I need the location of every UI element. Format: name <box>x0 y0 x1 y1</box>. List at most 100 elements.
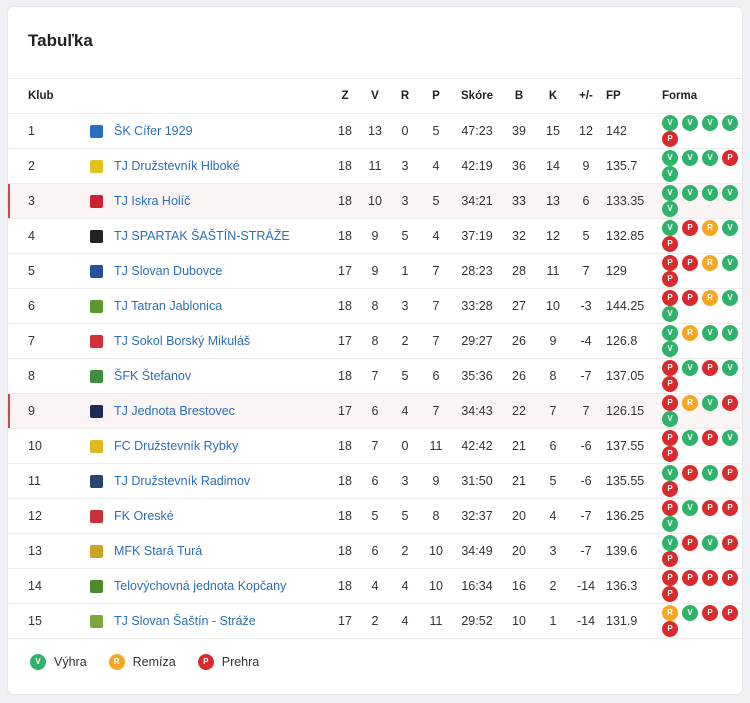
row-rank: 5 <box>8 253 80 289</box>
club-link[interactable]: TJ Slovan Šaštín - Stráže <box>114 614 256 628</box>
club-logo-cell <box>80 463 112 499</box>
table-row[interactable]: 14 Telovýchovná jednota Kopčany 18 4 4 10 16:3… <box>8 568 742 604</box>
row-rank: 2 <box>8 148 80 184</box>
fp-value: 135.7 <box>602 148 648 184</box>
club-link[interactable]: ŠFK Štefanov <box>114 369 192 383</box>
goal-diff: 12 <box>570 113 602 149</box>
club-logo-cell <box>80 253 112 289</box>
table-row[interactable]: 7 TJ Sokol Borský Mikuláš 17 8 2 7 29:27 26 9 -4 1… <box>8 323 742 359</box>
draws: 4 <box>390 393 420 429</box>
goal-diff: 9 <box>570 148 602 184</box>
table-row[interactable]: 5 TJ Slovan Dubovce 17 9 1 7 28:23 28 11 7 129 P P R V… <box>8 253 742 289</box>
club-logo-cell <box>80 183 112 219</box>
fp-value: 131.9 <box>602 603 648 639</box>
club-logo-icon <box>89 230 103 244</box>
losses: 5 <box>420 183 452 219</box>
club-link[interactable]: TJ Družstevník Radimov <box>114 474 251 488</box>
fp-value: 142 <box>602 113 648 149</box>
score: 34:21 <box>452 183 502 219</box>
form-badge: P <box>682 255 698 271</box>
club-logo-icon <box>89 195 103 209</box>
k-value: 1 <box>536 603 570 639</box>
points: 26 <box>502 358 536 394</box>
club-cell: ŠK Cífer 1929 <box>112 113 330 149</box>
club-link[interactable]: Telovýchovná jednota Kopčany <box>114 579 287 593</box>
club-link[interactable]: TJ Slovan Dubovce <box>114 264 223 278</box>
club-logo-cell <box>80 603 112 639</box>
club-logo-cell <box>80 533 112 569</box>
table-row[interactable]: 13 MFK Stará Turá 18 6 2 10 34:49 20 3 -7 139.6 V P V… <box>8 533 742 569</box>
score: 35:36 <box>452 358 502 394</box>
form-badge: V <box>722 360 738 376</box>
table-row[interactable]: 8 ŠFK Štefanov 18 7 5 6 35:36 26 8 -7 137.05 P V P VP <box>8 358 742 394</box>
club-logo-cell <box>80 568 112 604</box>
points: 26 <box>502 323 536 359</box>
goal-diff: -6 <box>570 428 602 464</box>
club-link[interactable]: ŠK Cífer 1929 <box>114 124 193 138</box>
club-logo-icon <box>89 510 103 524</box>
losses: 8 <box>420 498 452 534</box>
losses: 4 <box>420 218 452 254</box>
draws: 3 <box>390 183 420 219</box>
club-link[interactable]: TJ Jednota Brestovec <box>114 404 235 418</box>
form-badge: P <box>682 220 698 236</box>
club-link[interactable]: TJ SPARTAK ŠAŠTÍN-STRÁŽE <box>114 229 290 243</box>
form-cell: V P V PP <box>648 533 742 569</box>
form-cell: P V P PV <box>648 498 742 534</box>
club-link[interactable]: TJ Sokol Borský Mikuláš <box>114 334 251 348</box>
club-logo-cell <box>80 288 112 324</box>
played: 18 <box>330 428 360 464</box>
row-rank: 10 <box>8 428 80 464</box>
goal-diff: -7 <box>570 358 602 394</box>
table-row[interactable]: 4 TJ SPARTAK ŠAŠTÍN-STRÁŽE 18 9 5 4 37:19 32 12 5… <box>8 218 742 254</box>
form-badge: V <box>682 430 698 446</box>
table-row[interactable]: 15 TJ Slovan Šaštín - Stráže 17 2 4 11 29:52 10… <box>8 603 742 639</box>
form-badge: P <box>722 535 738 551</box>
legend-label: Remíza <box>132 655 176 669</box>
wins: 8 <box>360 323 390 359</box>
table-row[interactable]: 11 TJ Družstevník Radimov 18 6 3 9 31:50 21 5 -6 1… <box>8 463 742 499</box>
score: 34:43 <box>452 393 502 429</box>
table-row[interactable]: 3 TJ Iskra Holíč 18 10 3 5 34:21 33 13 6 133.35 V V V… <box>8 183 742 219</box>
form-badge: V <box>662 325 678 341</box>
points: 21 <box>502 463 536 499</box>
form-badge: P <box>722 570 738 586</box>
goal-diff: -14 <box>570 568 602 604</box>
losses: 4 <box>420 148 452 184</box>
table-row[interactable]: 2 TJ Družstevník Hlboké 18 11 3 4 42:19 36 14 9 13… <box>8 148 742 184</box>
club-link[interactable]: TJ Tatran Jablonica <box>114 299 223 313</box>
club-link[interactable]: FK Oreské <box>114 509 174 523</box>
header-fp: FP <box>602 78 648 114</box>
wins: 7 <box>360 358 390 394</box>
played: 17 <box>330 393 360 429</box>
form-badge: P <box>662 236 678 252</box>
wins: 6 <box>360 533 390 569</box>
club-cell: FC Družstevník Rybky <box>112 428 330 464</box>
header-logo <box>80 78 112 114</box>
legend-item: V Výhra <box>30 654 87 670</box>
goal-diff: -7 <box>570 533 602 569</box>
table-row[interactable]: 6 TJ Tatran Jablonica 18 8 3 7 33:28 27 10 -3 144.… <box>8 288 742 324</box>
row-rank: 13 <box>8 533 80 569</box>
score: 32:37 <box>452 498 502 534</box>
club-link[interactable]: TJ Družstevník Hlboké <box>114 159 240 173</box>
row-rank: 9 <box>8 393 80 429</box>
table-row[interactable]: 10 FC Družstevník Rybky 18 7 0 11 42:42 21 6 -6 13… <box>8 428 742 464</box>
header-wins: V <box>360 78 390 114</box>
table-row[interactable]: 9 TJ Jednota Brestovec 17 6 4 7 34:43 22 7 7 126.1… <box>8 393 742 429</box>
club-link[interactable]: FC Družstevník Rybky <box>114 439 239 453</box>
club-cell: TJ Slovan Dubovce <box>112 253 330 289</box>
club-link[interactable]: TJ Iskra Holíč <box>114 194 191 208</box>
form-badge: P <box>702 605 718 621</box>
draws: 4 <box>390 603 420 639</box>
club-link[interactable]: MFK Stará Turá <box>114 544 203 558</box>
form-badge: P <box>682 290 698 306</box>
form-badge: P <box>662 500 678 516</box>
table-row[interactable]: 1 ŠK Cífer 1929 18 13 0 5 47:23 39 15 12 142 V V V VP <box>8 113 742 149</box>
k-value: 5 <box>536 463 570 499</box>
score: 16:34 <box>452 568 502 604</box>
form-badge: P <box>702 570 718 586</box>
k-value: 11 <box>536 253 570 289</box>
table-row[interactable]: 12 FK Oreské 18 5 5 8 32:37 20 4 -7 136.25 P V P PV <box>8 498 742 534</box>
form-cell: P P R VV <box>648 288 742 324</box>
